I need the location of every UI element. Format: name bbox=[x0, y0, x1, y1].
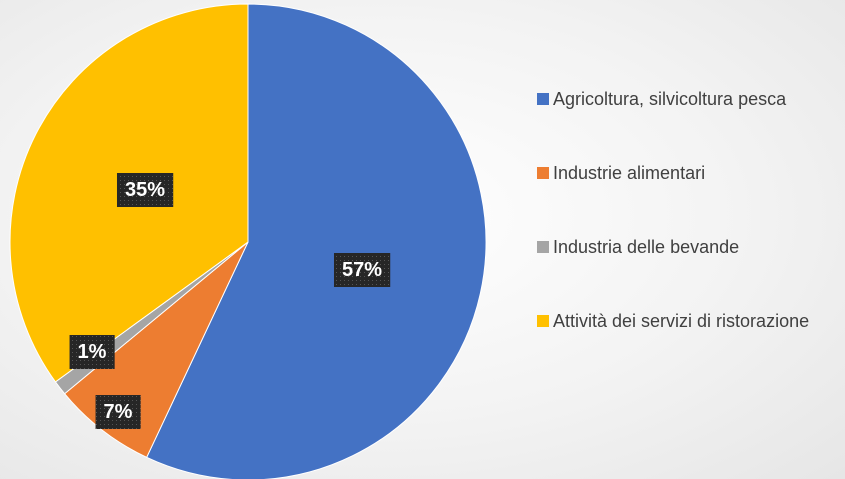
label-box bbox=[333, 253, 391, 287]
data-label: 1% bbox=[78, 341, 107, 363]
legend-item: Industria delle bevande bbox=[537, 234, 837, 308]
data-label: 57% bbox=[342, 259, 382, 281]
legend-item: Industrie alimentari bbox=[537, 160, 837, 234]
pie-slice bbox=[145, 3, 487, 479]
legend-label: Agricoltura, silvicoltura pesca bbox=[553, 89, 787, 109]
label-box bbox=[116, 173, 174, 207]
legend-swatch bbox=[537, 93, 549, 105]
data-label: 35% bbox=[125, 179, 165, 201]
legend-item: Attività dei servizi di ristorazione bbox=[537, 308, 837, 382]
label-box bbox=[95, 395, 141, 429]
legend-label: Attività dei servizi di ristorazione bbox=[553, 311, 810, 331]
legend-item: Agricoltura, silvicoltura pesca bbox=[537, 86, 837, 160]
legend-swatch bbox=[537, 241, 549, 253]
data-label: 7% bbox=[104, 401, 133, 423]
legend-label: Industrie alimentari bbox=[553, 163, 706, 183]
label-box bbox=[69, 335, 115, 369]
legend-label: Industria delle bevande bbox=[553, 237, 740, 257]
legend-swatch bbox=[537, 315, 549, 327]
legend: Agricoltura, silvicoltura pesca Industrie… bbox=[537, 86, 837, 382]
legend-swatch bbox=[537, 167, 549, 179]
